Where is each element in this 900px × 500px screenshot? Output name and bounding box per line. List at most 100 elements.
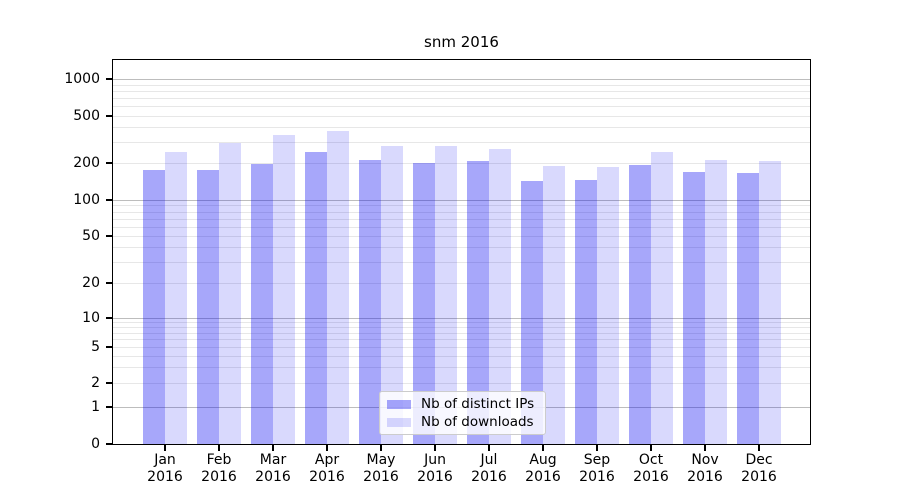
gridline: [113, 106, 810, 108]
bar-distinct-ips-jul: [467, 160, 489, 444]
y-tick-mark: [106, 443, 113, 445]
legend-label: Nb of distinct IPs: [421, 396, 535, 412]
x-tick-label-jul: Jul 2016: [471, 452, 507, 485]
bar-downloads-may: [381, 146, 403, 444]
bar-distinct-ips-apr: [305, 151, 327, 444]
bar-downloads-sep: [597, 167, 619, 444]
bar-downloads-jul: [489, 149, 511, 444]
legend-label: Nb of downloads: [421, 414, 534, 430]
y-tick-mark: [106, 282, 113, 284]
gridline: [113, 283, 810, 284]
x-tick-label-jan: Jan 2016: [147, 452, 183, 485]
x-tick-label-jun: Jun 2016: [417, 452, 453, 485]
gridline: [113, 327, 810, 329]
y-tick-mark: [106, 346, 113, 348]
gridline: [113, 383, 810, 384]
x-tick-mark: [542, 445, 544, 451]
x-tick-mark: [380, 445, 382, 451]
bar-distinct-ips-sep: [575, 179, 597, 444]
bar-distinct-ips-dec: [737, 172, 759, 444]
bar-distinct-ips-mar: [251, 163, 273, 444]
gridline: [113, 322, 810, 324]
bar-downloads-dec: [759, 160, 781, 444]
y-tick-label: 1000: [64, 71, 100, 87]
gridline: [113, 318, 810, 320]
y-tick-mark: [106, 406, 113, 408]
gridline: [113, 226, 810, 228]
gridline: [113, 84, 810, 86]
y-tick-label: 500: [73, 108, 100, 124]
x-tick-label-sep: Sep 2016: [579, 452, 615, 485]
gridline: [113, 355, 810, 357]
y-tick-mark: [106, 317, 113, 319]
y-tick-label: 20: [82, 275, 100, 291]
chart-title: snm 2016: [424, 33, 499, 51]
gridline: [113, 247, 810, 249]
gridline: [113, 236, 810, 237]
bar-downloads-oct: [651, 151, 673, 444]
bar-distinct-ips-feb: [197, 170, 219, 444]
x-tick-label-dec: Dec 2016: [741, 452, 777, 485]
gridline: [113, 211, 810, 213]
x-tick-mark: [218, 445, 220, 451]
gridline: [113, 367, 810, 369]
y-tick-label: 200: [73, 155, 100, 171]
gridline: [113, 332, 810, 334]
y-tick-label: 5: [91, 339, 100, 355]
x-tick-mark: [758, 445, 760, 451]
gridline: [113, 205, 810, 207]
x-tick-label-apr: Apr 2016: [309, 452, 345, 485]
bar-downloads-feb: [219, 142, 241, 444]
x-tick-mark: [488, 445, 490, 451]
bar-downloads-mar: [273, 135, 295, 444]
x-tick-mark: [596, 445, 598, 451]
gridline: [113, 339, 810, 341]
legend-item: Nb of downloads: [387, 414, 538, 430]
y-tick-label: 2: [91, 375, 100, 391]
bar-distinct-ips-aug: [521, 180, 543, 444]
bar-distinct-ips-oct: [629, 164, 651, 444]
x-tick-label-feb: Feb 2016: [201, 452, 237, 485]
bar-downloads-apr: [327, 131, 349, 444]
x-tick-label-nov: Nov 2016: [687, 452, 723, 485]
y-tick-mark: [106, 382, 113, 384]
y-tick-mark: [106, 199, 113, 201]
gridline: [113, 200, 810, 202]
gridline: [113, 79, 810, 81]
gridline: [113, 262, 810, 264]
x-tick-label-oct: Oct 2016: [633, 452, 669, 485]
bar-downloads-nov: [705, 159, 727, 444]
y-tick-label: 100: [73, 192, 100, 208]
x-tick-mark: [434, 445, 436, 451]
y-tick-mark: [106, 115, 113, 117]
gridline: [113, 142, 810, 144]
x-tick-mark: [326, 445, 328, 451]
legend-swatch-distinct-ips: [387, 399, 411, 409]
y-tick-mark: [106, 162, 113, 164]
y-tick-label: 50: [82, 228, 100, 244]
x-tick-mark: [272, 445, 274, 451]
gridline: [113, 98, 810, 100]
x-tick-label-mar: Mar 2016: [255, 452, 291, 485]
y-tick-mark: [106, 235, 113, 237]
y-tick-label: 1: [91, 399, 100, 415]
x-tick-label-may: May 2016: [363, 452, 399, 485]
bar-distinct-ips-jun: [413, 162, 435, 444]
x-tick-mark: [704, 445, 706, 451]
x-tick-label-aug: Aug 2016: [525, 452, 561, 485]
y-tick-mark: [106, 78, 113, 80]
gridline: [113, 163, 810, 164]
bar-distinct-ips-jan: [143, 170, 165, 444]
gridline: [113, 90, 810, 92]
bar-downloads-jan: [165, 151, 187, 444]
bar-downloads-aug: [543, 166, 565, 444]
gridline: [113, 218, 810, 220]
gridline: [113, 116, 810, 117]
legend: Nb of distinct IPs Nb of downloads: [379, 391, 546, 435]
legend-item: Nb of distinct IPs: [387, 396, 538, 412]
x-tick-mark: [164, 445, 166, 451]
x-tick-mark: [650, 445, 652, 451]
bar-distinct-ips-may: [359, 160, 381, 444]
gridline: [113, 127, 810, 129]
